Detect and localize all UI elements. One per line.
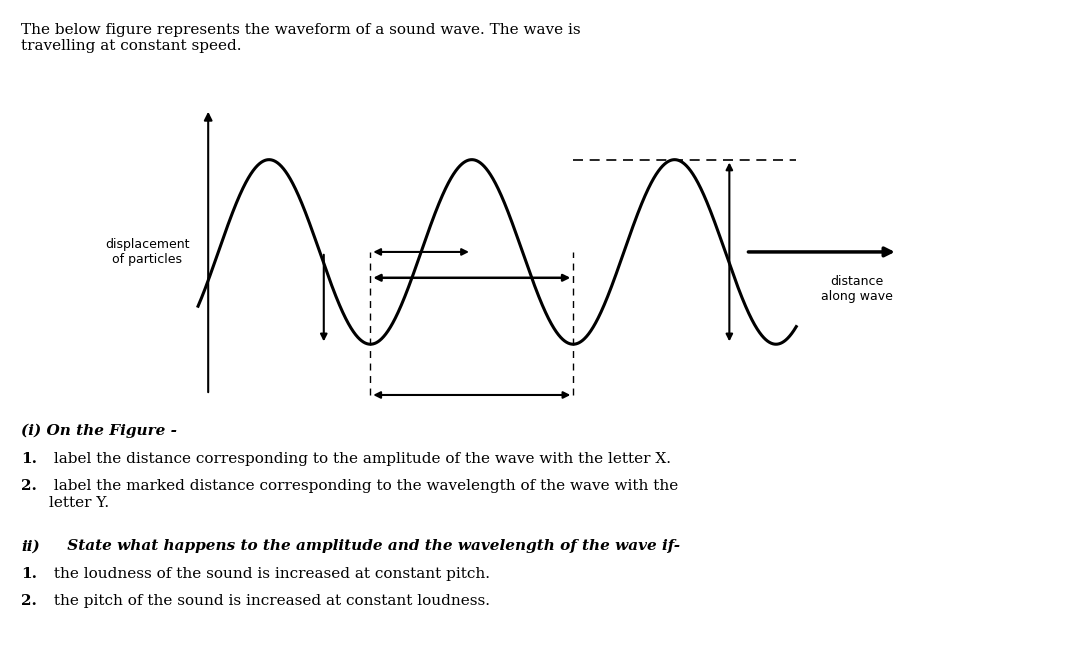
- Text: the pitch of the sound is increased at constant loudness.: the pitch of the sound is increased at c…: [49, 594, 490, 609]
- Text: displacement
of particles: displacement of particles: [105, 238, 190, 266]
- Text: 2.: 2.: [21, 479, 37, 494]
- Text: State what happens to the amplitude and the wavelength of the wave if-: State what happens to the amplitude and …: [62, 539, 680, 554]
- Text: label the distance corresponding to the amplitude of the wave with the letter X.: label the distance corresponding to the …: [49, 452, 671, 466]
- Text: ii): ii): [21, 539, 41, 554]
- Text: label the marked distance corresponding to the wavelength of the wave with the
l: label the marked distance corresponding …: [49, 479, 678, 510]
- Text: 1.: 1.: [21, 567, 37, 581]
- Text: 1.: 1.: [21, 452, 37, 466]
- Text: 2.: 2.: [21, 594, 37, 609]
- Text: (i) On the Figure -: (i) On the Figure -: [21, 423, 177, 437]
- Text: distance
along wave: distance along wave: [821, 275, 893, 303]
- Text: the loudness of the sound is increased at constant pitch.: the loudness of the sound is increased a…: [49, 567, 490, 581]
- Text: The below figure represents the waveform of a sound wave. The wave is
travelling: The below figure represents the waveform…: [21, 23, 581, 53]
